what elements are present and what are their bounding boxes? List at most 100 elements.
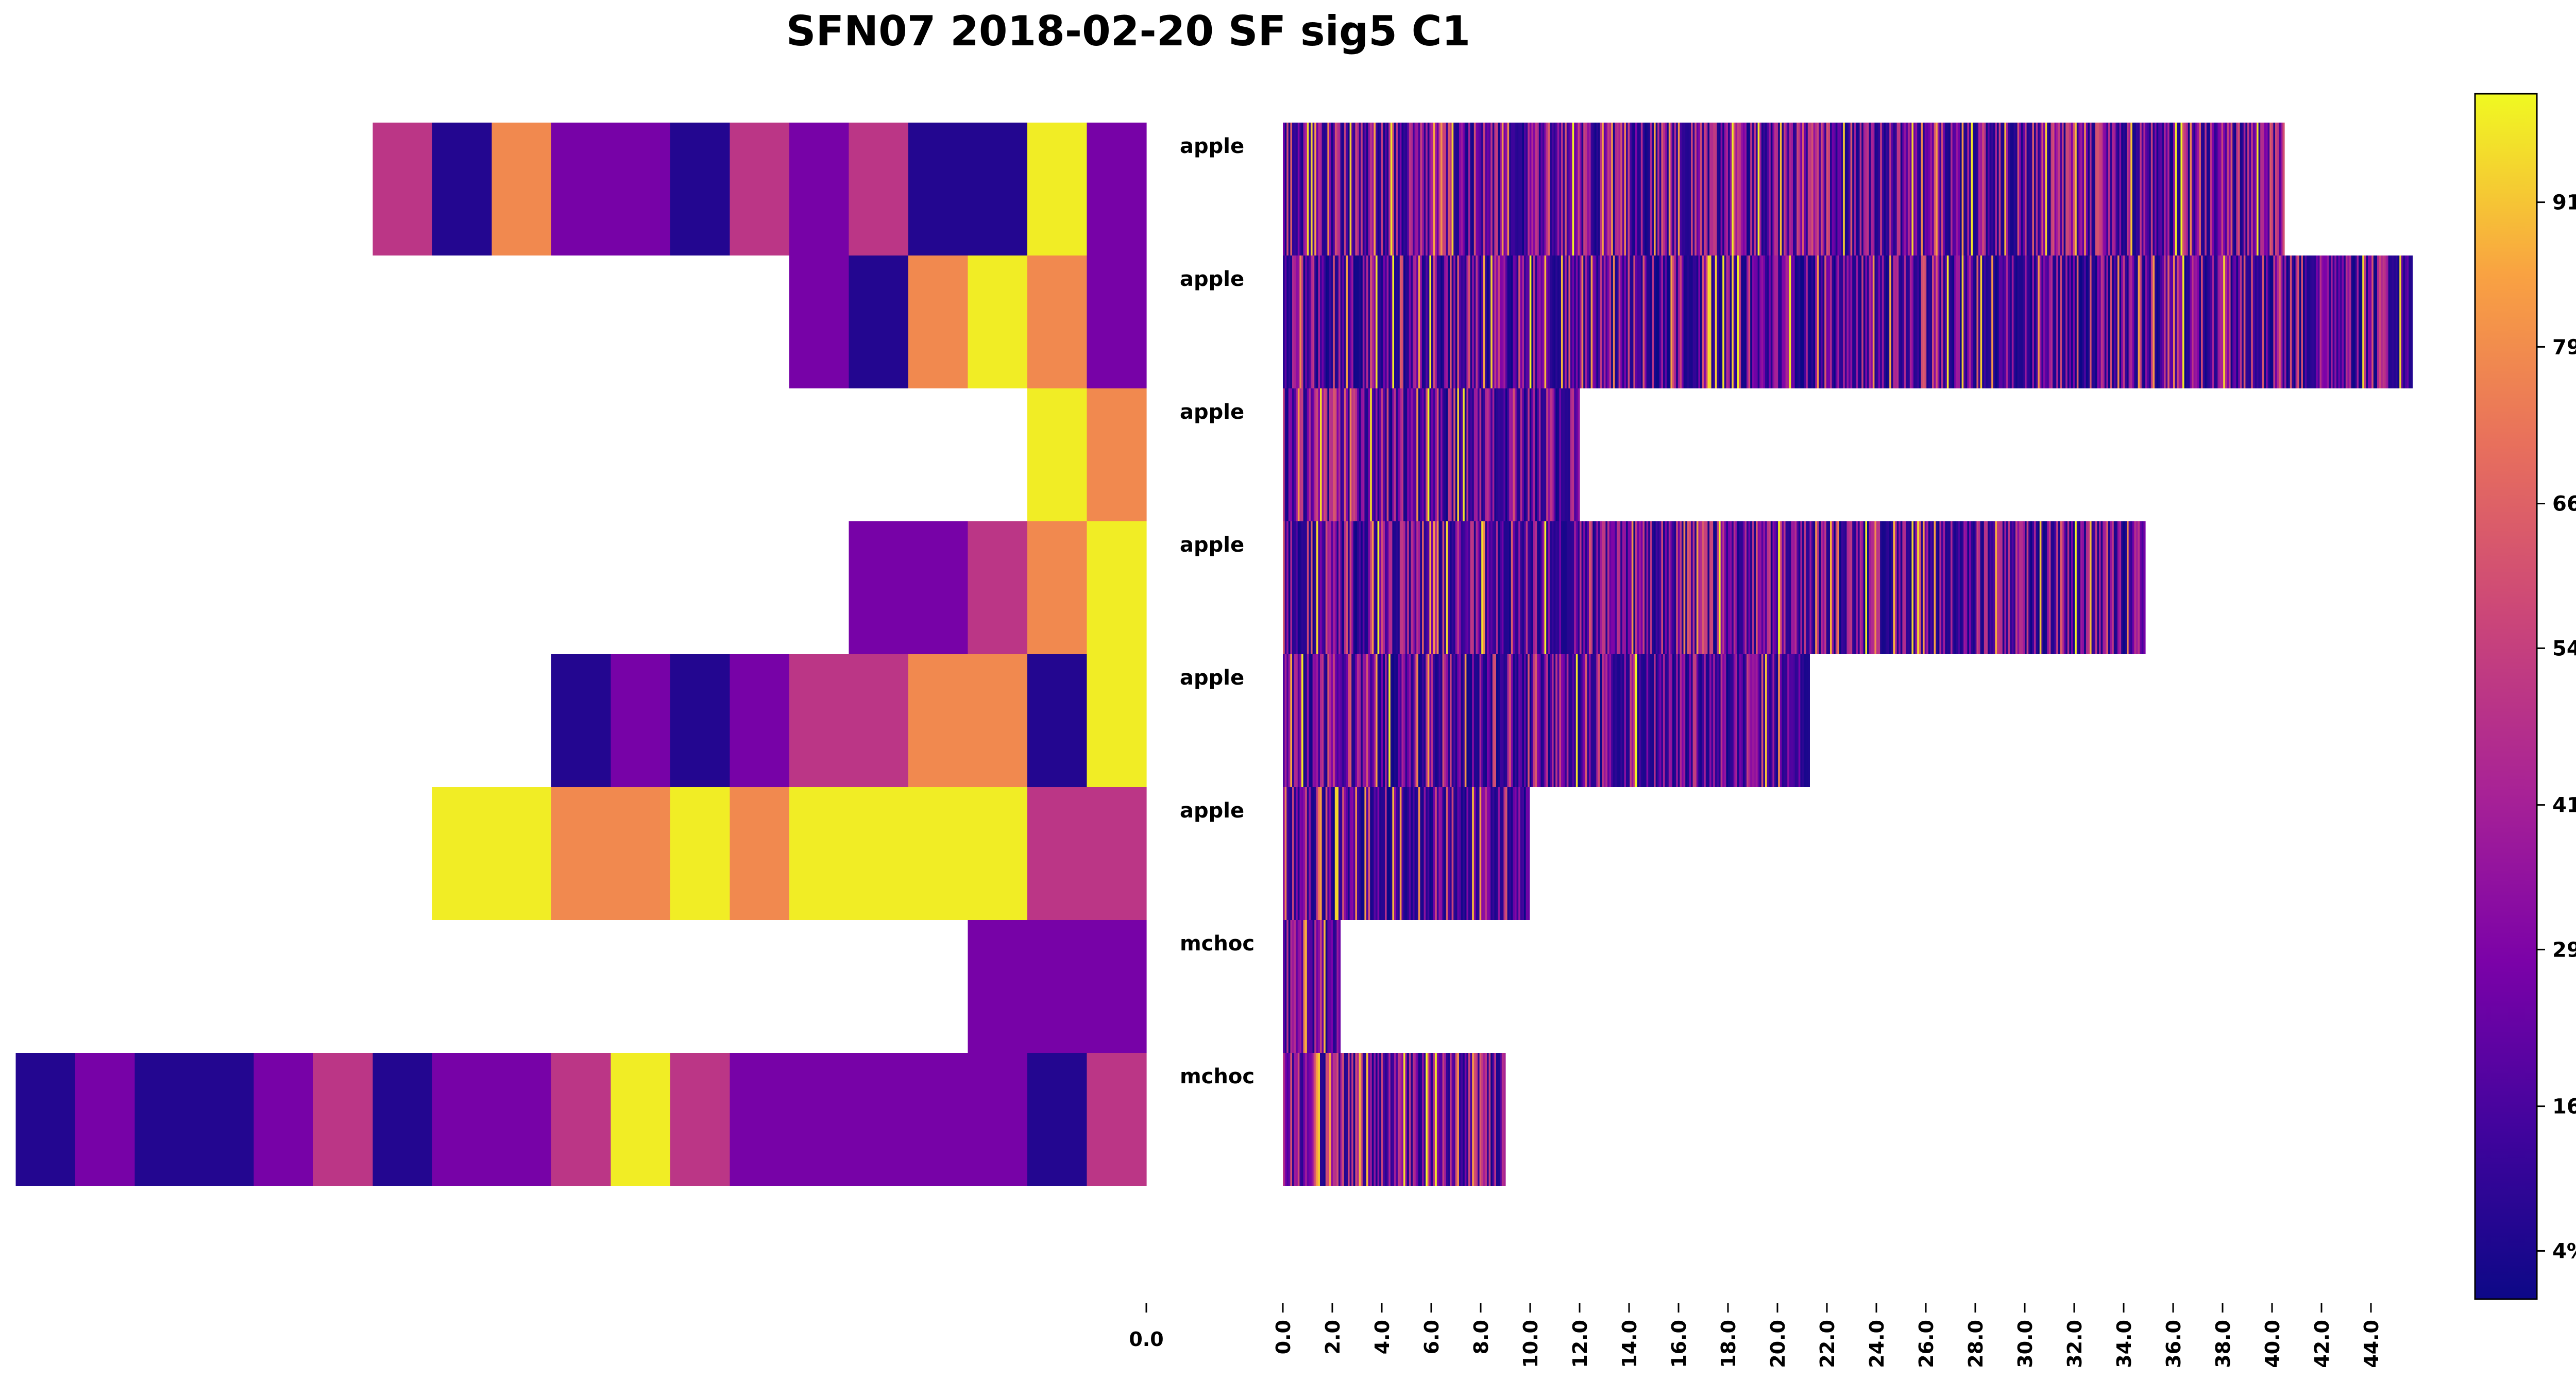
right-cell bbox=[1535, 388, 1537, 521]
right-cell bbox=[1552, 388, 1554, 521]
right-x-tick-label: 18.0 bbox=[1717, 1320, 1740, 1368]
right-cell bbox=[1607, 255, 1610, 388]
right-cell bbox=[2304, 255, 2307, 388]
right-cell bbox=[2258, 255, 2261, 388]
right-cell bbox=[1850, 255, 1853, 388]
left-cell bbox=[968, 255, 1028, 388]
right-cell bbox=[1961, 521, 1964, 654]
right-cell bbox=[1650, 255, 1652, 388]
right-cell bbox=[1305, 255, 1308, 388]
right-cell bbox=[1739, 654, 1741, 787]
right-cell bbox=[1661, 654, 1664, 787]
right-cell bbox=[2243, 123, 2246, 255]
right-cell bbox=[1535, 255, 1537, 388]
right-cell bbox=[1804, 123, 1806, 255]
right-cell bbox=[1336, 787, 1339, 920]
right-cell bbox=[1654, 521, 1656, 654]
right-cell bbox=[1948, 521, 1951, 654]
right-cell bbox=[1327, 255, 1330, 388]
right-cell bbox=[1973, 521, 1975, 654]
right-cell bbox=[2043, 521, 2046, 654]
right-cell bbox=[2319, 255, 2322, 388]
right-cell bbox=[1414, 255, 1417, 388]
right-cell bbox=[1311, 654, 1313, 787]
right-cell bbox=[1361, 255, 1363, 388]
right-cell bbox=[1941, 521, 1944, 654]
left-cell bbox=[968, 654, 1028, 787]
right-cell bbox=[1348, 123, 1350, 255]
right-cell bbox=[2279, 255, 2281, 388]
right-cell bbox=[1991, 255, 1994, 388]
right-cell bbox=[1487, 521, 1489, 654]
right-cell bbox=[1776, 123, 1778, 255]
right-cell bbox=[1453, 787, 1456, 920]
left-cell bbox=[908, 255, 969, 388]
right-cell bbox=[1464, 255, 1467, 388]
right-cell bbox=[1630, 123, 1632, 255]
right-cell bbox=[1611, 654, 1614, 787]
right-cell bbox=[1739, 521, 1741, 654]
right-cell bbox=[1887, 123, 1890, 255]
right-cell bbox=[1383, 1053, 1385, 1186]
right-cell bbox=[1895, 123, 1897, 255]
right-cell bbox=[1446, 388, 1448, 521]
right-cell bbox=[1899, 521, 1901, 654]
right-cell bbox=[1455, 787, 1458, 920]
right-cell bbox=[2008, 123, 2010, 255]
right-cell bbox=[1528, 388, 1530, 521]
right-cell bbox=[1496, 388, 1499, 521]
right-cell bbox=[1284, 388, 1287, 521]
right-cell bbox=[1568, 255, 1571, 388]
right-cell bbox=[2078, 255, 2081, 388]
right-cell bbox=[1993, 123, 1995, 255]
right-cell bbox=[1394, 255, 1397, 388]
left-cell bbox=[730, 123, 790, 255]
right-cell bbox=[1509, 255, 1512, 388]
right-cell bbox=[1742, 123, 1745, 255]
right-cell bbox=[1628, 654, 1630, 787]
right-cell bbox=[1878, 255, 1880, 388]
right-cell bbox=[1357, 255, 1360, 388]
right-cell bbox=[1531, 388, 1534, 521]
right-cell bbox=[1767, 654, 1769, 787]
right-cell bbox=[1645, 521, 1647, 654]
right-cell bbox=[1459, 521, 1462, 654]
left-cell bbox=[849, 787, 909, 920]
right-cell bbox=[1600, 654, 1602, 787]
right-cell bbox=[2206, 255, 2209, 388]
right-cell bbox=[1705, 255, 1708, 388]
right-cell bbox=[1828, 521, 1831, 654]
right-cell bbox=[1954, 521, 1957, 654]
right-cell bbox=[1436, 654, 1439, 787]
right-cell bbox=[1984, 255, 1986, 388]
right-cell bbox=[2143, 123, 2146, 255]
right-cell bbox=[1748, 255, 1751, 388]
right-cell bbox=[1303, 255, 1306, 388]
right-cell bbox=[1520, 388, 1522, 521]
right-cell bbox=[1776, 521, 1778, 654]
right-cell bbox=[2030, 521, 2032, 654]
right-cell bbox=[1327, 920, 1330, 1053]
right-cell bbox=[1602, 521, 1604, 654]
right-cell bbox=[1401, 654, 1404, 787]
right-cell bbox=[1733, 654, 1736, 787]
right-cell bbox=[1297, 787, 1300, 920]
right-cell bbox=[1301, 255, 1304, 388]
right-cell bbox=[1283, 920, 1285, 1053]
right-cell bbox=[1973, 123, 1975, 255]
right-cell bbox=[1503, 654, 1506, 787]
right-cell bbox=[1463, 1053, 1465, 1186]
right-cell bbox=[1473, 787, 1476, 920]
left-cell bbox=[789, 654, 850, 787]
right-cell bbox=[2252, 123, 2255, 255]
right-cell bbox=[1774, 654, 1777, 787]
right-cell bbox=[2164, 255, 2166, 388]
right-cell bbox=[1355, 388, 1358, 521]
right-cell bbox=[1396, 521, 1398, 654]
right-cell bbox=[2236, 123, 2239, 255]
right-cell bbox=[1965, 255, 1968, 388]
right-cell bbox=[1529, 388, 1532, 521]
right-cell bbox=[1353, 654, 1355, 787]
right-cell bbox=[1936, 123, 1938, 255]
right-cell bbox=[1390, 654, 1393, 787]
